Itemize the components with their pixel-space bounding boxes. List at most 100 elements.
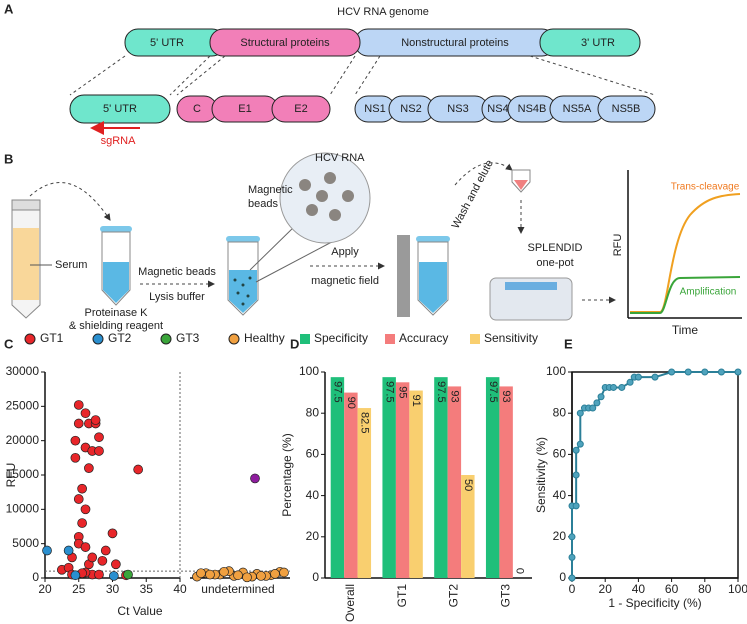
value-label: 93 bbox=[448, 390, 460, 402]
point bbox=[572, 446, 580, 454]
genome-diagram: HCV RNA genome 5' UTR Structural protein… bbox=[69, 6, 656, 147]
point bbox=[73, 494, 84, 504]
label: Time bbox=[672, 323, 699, 337]
x-tick-label: GT2 bbox=[447, 584, 461, 608]
bar bbox=[395, 382, 410, 578]
segment-label: 5' UTR bbox=[103, 103, 137, 115]
segment-label: NS5B bbox=[612, 103, 641, 115]
tube-cap bbox=[416, 236, 450, 242]
point bbox=[70, 570, 81, 581]
point bbox=[42, 545, 52, 556]
point bbox=[90, 415, 101, 425]
y-axis-label: RFU bbox=[4, 463, 18, 488]
value-label: 93 bbox=[500, 390, 512, 402]
label: Serum bbox=[55, 259, 87, 271]
x-axis-label: Ct Value bbox=[117, 604, 162, 618]
point bbox=[589, 404, 597, 412]
segment-label: NS3 bbox=[447, 103, 468, 115]
point bbox=[73, 418, 84, 429]
x-tick-label: 25 bbox=[72, 582, 86, 596]
y-tick-label: 30000 bbox=[6, 364, 40, 378]
y-tick-label: 10000 bbox=[6, 502, 40, 516]
bar bbox=[330, 377, 345, 578]
point bbox=[593, 399, 601, 407]
plot-frame bbox=[571, 371, 739, 579]
legend-label: Accuracy bbox=[399, 331, 448, 345]
point bbox=[77, 518, 87, 528]
point bbox=[572, 471, 580, 479]
legend-label: GT3 bbox=[176, 331, 200, 345]
point bbox=[100, 545, 111, 556]
point bbox=[107, 528, 118, 539]
point bbox=[80, 504, 91, 515]
y-tick-label: 100 bbox=[299, 364, 319, 378]
beads bbox=[233, 276, 252, 306]
point bbox=[205, 569, 215, 580]
curve bbox=[630, 276, 741, 314]
legend-label: Sensitivity bbox=[484, 331, 538, 345]
label: Trans-cleavage bbox=[671, 182, 740, 193]
point bbox=[108, 571, 119, 581]
point bbox=[73, 400, 84, 410]
liquid bbox=[419, 262, 447, 313]
x-tick-label: 100 bbox=[728, 582, 747, 596]
y-tick-label: 40 bbox=[306, 488, 320, 502]
y-tick-label: 60 bbox=[306, 447, 320, 461]
label: HCV RNA bbox=[315, 152, 365, 164]
segment-label: NS4 bbox=[487, 103, 508, 115]
point bbox=[70, 452, 81, 463]
y-tick-label: 0 bbox=[312, 570, 319, 584]
point bbox=[597, 393, 605, 401]
point bbox=[568, 574, 576, 582]
point bbox=[576, 409, 584, 417]
x-tick-label: 80 bbox=[698, 582, 712, 596]
value-label: 50 bbox=[462, 479, 474, 491]
point bbox=[133, 464, 143, 475]
point bbox=[70, 435, 81, 446]
label: Apply bbox=[331, 246, 359, 258]
point bbox=[219, 566, 229, 577]
point bbox=[668, 368, 676, 376]
value-label: 97.5 bbox=[332, 381, 344, 402]
legend-swatch bbox=[300, 334, 310, 344]
label: Amplification bbox=[680, 287, 737, 298]
legend-label: GT2 bbox=[108, 331, 132, 345]
point bbox=[123, 569, 133, 580]
y-tick-label: 20000 bbox=[6, 433, 40, 447]
label: & shielding reagent bbox=[69, 320, 163, 332]
x-tick-label: 35 bbox=[140, 582, 154, 596]
point bbox=[572, 502, 580, 510]
panel-label: C bbox=[4, 336, 14, 351]
tube-cap bbox=[100, 226, 132, 232]
segment-label: 5' UTR bbox=[150, 37, 184, 49]
segment-label: Nonstructural proteins bbox=[401, 37, 509, 49]
point bbox=[610, 383, 617, 391]
y-tick-label: 5000 bbox=[12, 536, 39, 550]
bar bbox=[409, 390, 423, 578]
segment-label: C bbox=[193, 103, 201, 115]
segment-label: NS5A bbox=[563, 103, 592, 115]
guide-label: sgRNA bbox=[101, 135, 137, 147]
legend-swatch bbox=[385, 334, 395, 344]
label: SPLENDID bbox=[527, 242, 582, 254]
point bbox=[568, 533, 576, 541]
point bbox=[77, 483, 87, 494]
segment-label: Structural proteins bbox=[240, 37, 330, 49]
segment-label: 3' UTR bbox=[581, 37, 615, 49]
point bbox=[717, 368, 725, 376]
x-axis-label: 1 - Specificity (%) bbox=[608, 596, 701, 610]
y-axis-label: Sensitivity (%) bbox=[534, 437, 548, 513]
y-tick-label: 25000 bbox=[6, 399, 40, 413]
x-tick-label: 20 bbox=[38, 582, 52, 596]
segment-label: NS1 bbox=[364, 103, 385, 115]
point bbox=[80, 542, 91, 552]
y-tick-label: 15000 bbox=[6, 467, 40, 481]
panel-label: D bbox=[290, 336, 299, 351]
bar bbox=[357, 408, 372, 578]
liquid bbox=[229, 270, 257, 313]
x-tick-label: 30 bbox=[106, 582, 120, 596]
x-tick-label: 40 bbox=[173, 582, 187, 596]
y-tick-label: 100 bbox=[546, 364, 566, 378]
bar bbox=[447, 386, 462, 578]
value-label: 97.5 bbox=[487, 381, 499, 402]
